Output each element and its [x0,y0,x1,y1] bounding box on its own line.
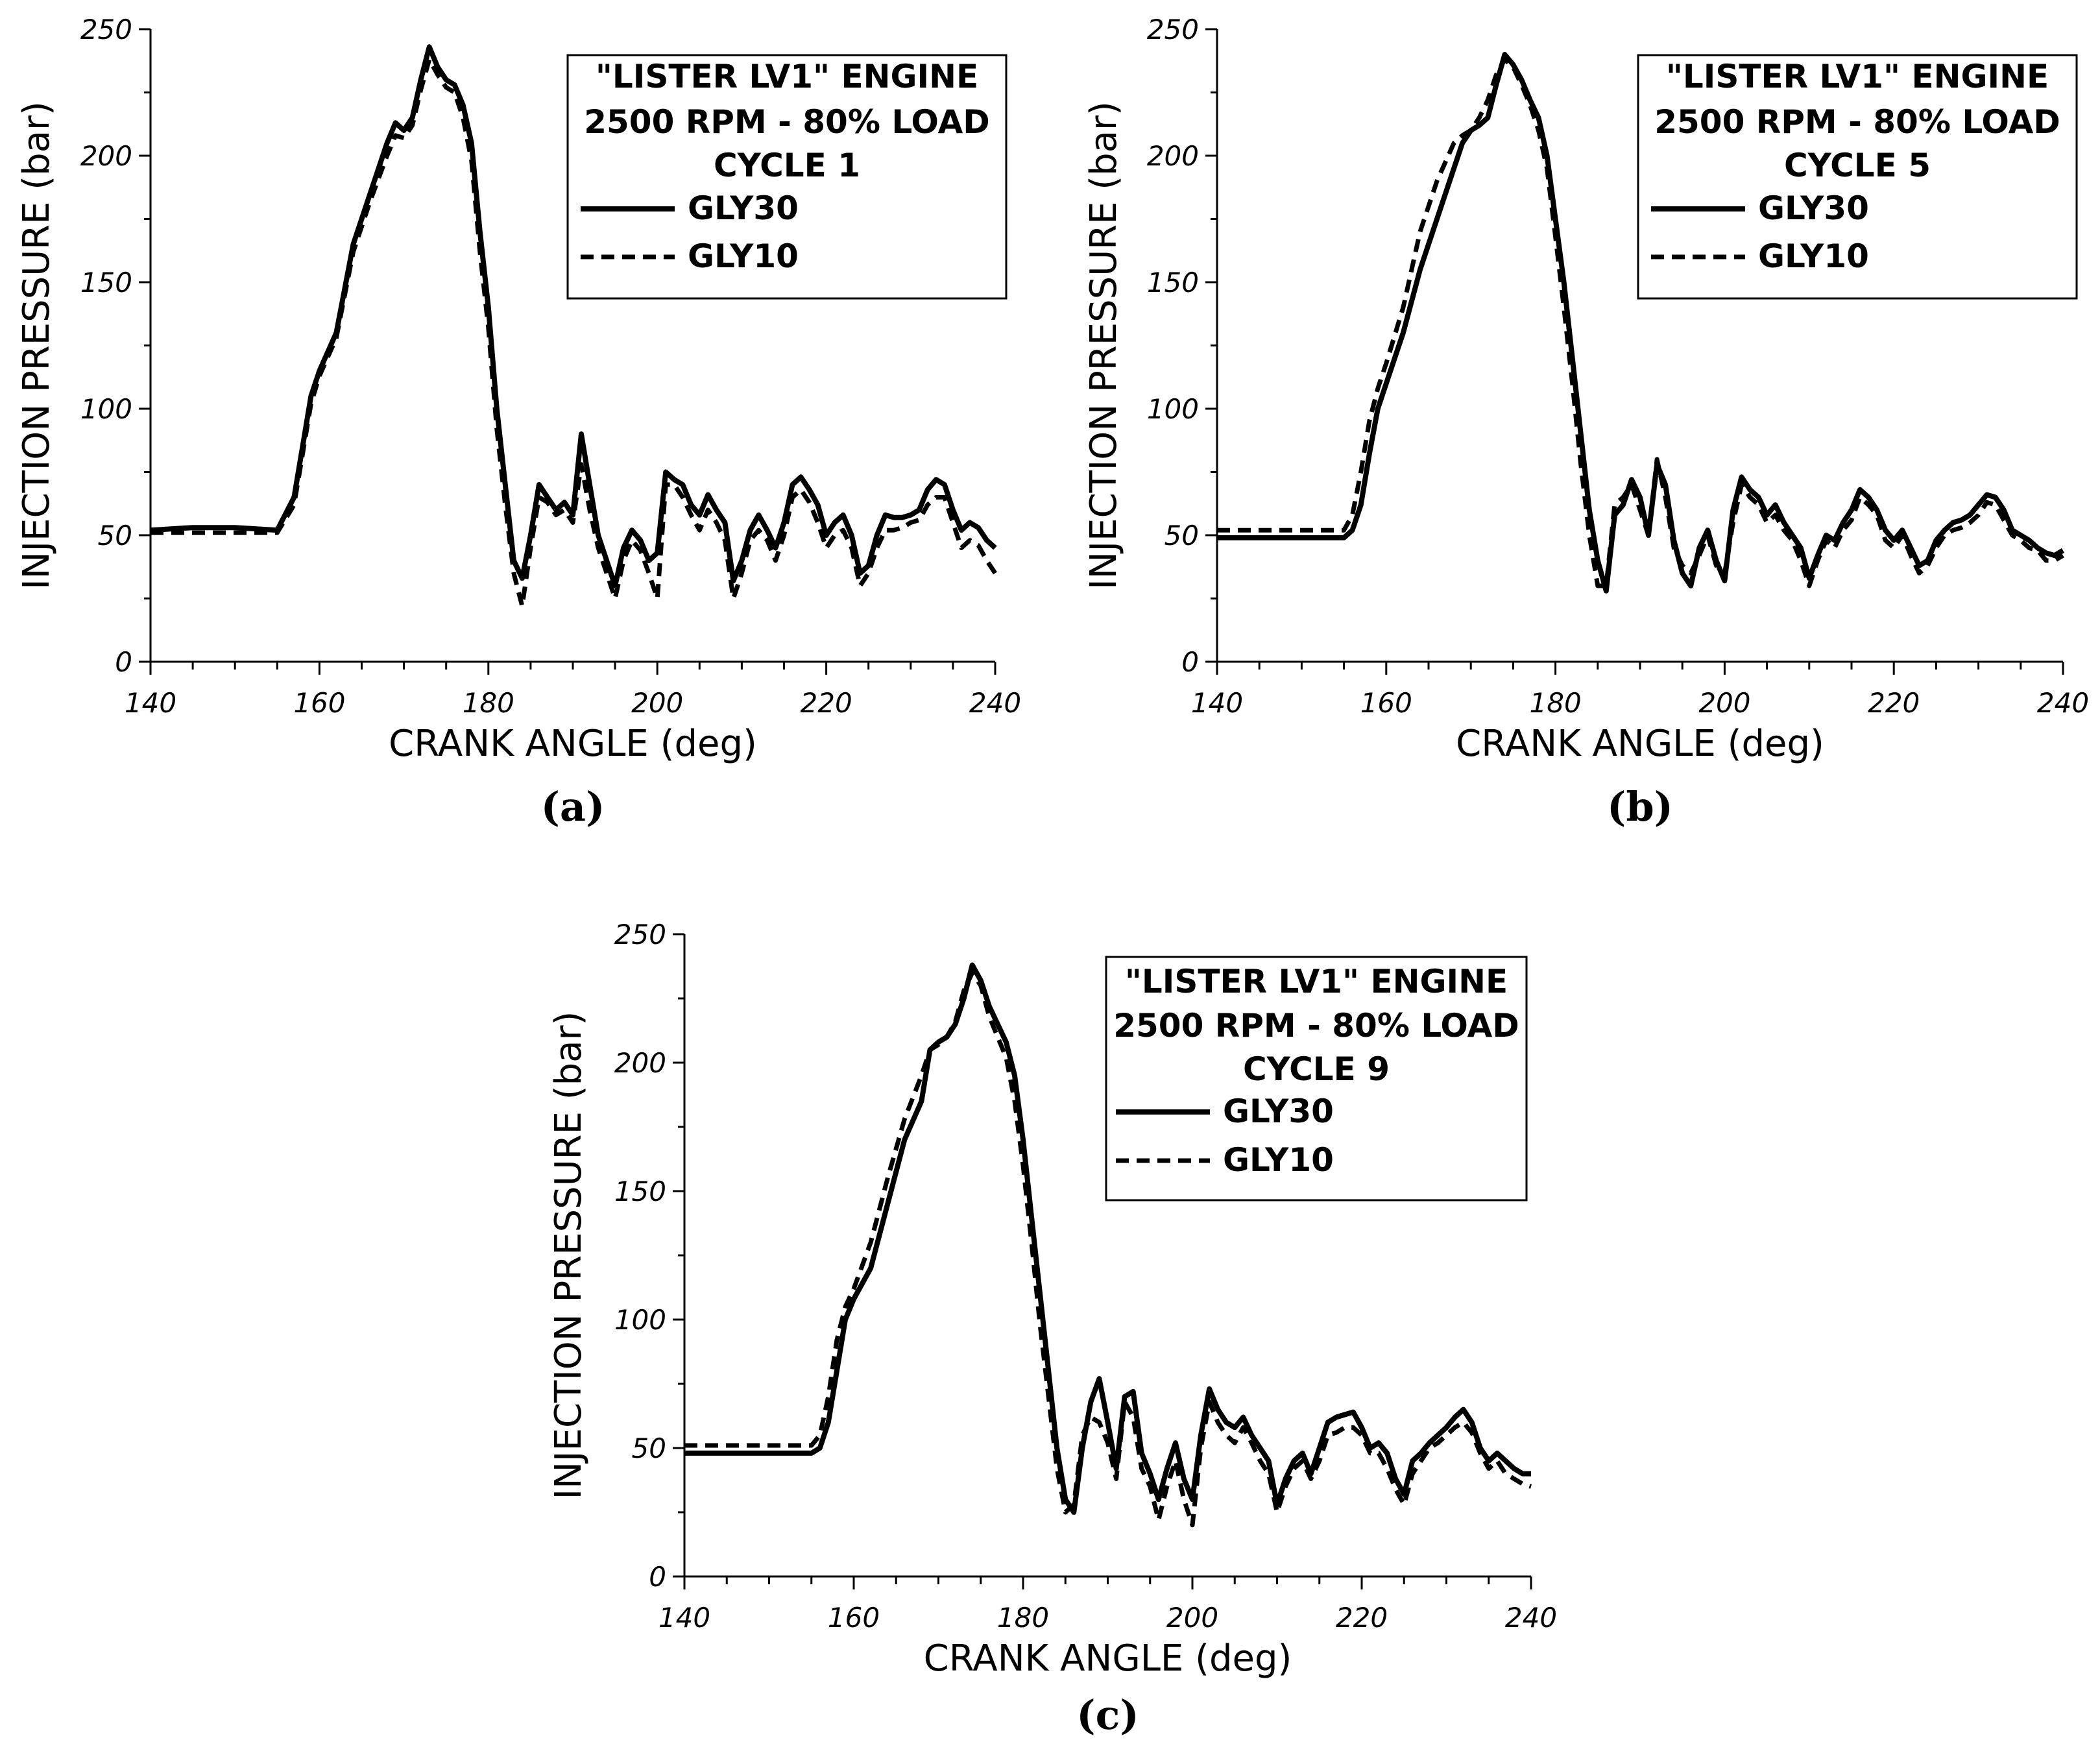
x-axis-title: CRANK ANGLE (deg) [924,1637,1292,1680]
y-tick-label: 150 [1147,267,1199,298]
y-tick-label: 50 [1165,520,1199,551]
y-tick-label: 250 [614,919,666,950]
x-tick-label: 200 [631,687,683,719]
y-tick-label: 200 [1147,140,1199,172]
legend-title-line: "LISTER LV1" ENGINE [1125,963,1508,1000]
y-tick-label: 0 [115,646,132,678]
legend-title-line: CYCLE 9 [1243,1050,1390,1088]
x-tick-label: 180 [997,1602,1049,1634]
legend-title-line: CYCLE 1 [714,147,860,184]
legend-box [1637,54,2078,300]
legend-box [566,54,1008,300]
series-line-gly10 [1217,57,2064,588]
panel-label: (b) [1607,783,1673,830]
legend-title-line: 2500 RPM - 80% LOAD [1654,103,2060,141]
y-tick-label: 250 [80,14,132,45]
y-tick-label: 250 [1147,14,1199,45]
x-tick-label: 160 [828,1602,880,1634]
legend-label-gly30: GLY30 [1758,189,1869,227]
legend: "LISTER LV1" ENGINE 2500 RPM - 80% LOAD CY… [1105,956,1528,1202]
legend-title-line: 2500 RPM - 80% LOAD [584,103,990,141]
legend-title-line: 2500 RPM - 80% LOAD [1113,1007,1519,1045]
legend-title-line: "LISTER LV1" ENGINE [1666,58,2049,95]
y-tick-label: 50 [98,520,132,551]
legend-label-gly30: GLY30 [688,189,799,227]
y-tick-label: 0 [649,1561,666,1593]
y-tick-label: 150 [614,1176,666,1207]
y-tick-label: 100 [80,393,132,425]
x-tick-label: 240 [1505,1602,1557,1634]
x-axis-title: CRANK ANGLE (deg) [1456,723,1824,765]
x-tick-label: 160 [293,687,345,719]
legend-label-gly10: GLY10 [1758,237,1869,275]
y-tick-label: 50 [632,1432,666,1464]
y-tick-label: 200 [614,1047,666,1079]
chart-panel-c: 0 50 100 150 200 250 140 160 180 200 220 240 CRANK A… [548,919,1557,1739]
x-tick-label: 140 [1191,687,1243,719]
y-tick-label: 100 [1147,393,1199,425]
series-line-gly30 [684,962,1531,1515]
legend: "LISTER LV1" ENGINE 2500 RPM - 80% LOAD CY… [1637,54,2078,300]
y-tick-label: 150 [80,267,132,298]
y-axis-title: INJECTION PRESSURE (bar) [1083,101,1125,590]
x-tick-label: 200 [1698,687,1750,719]
y-tick-label: 0 [1181,646,1199,678]
chart-panel-a: 0 50 100 150 200 250 140 160 180 200 220 240 CRANK A… [16,14,1021,830]
legend-label-gly10: GLY10 [688,237,799,275]
x-tick-label: 160 [1360,687,1412,719]
y-tick-label: 200 [80,140,132,172]
series-line-gly10 [151,57,997,609]
x-axis-title: CRANK ANGLE (deg) [389,723,757,765]
legend-title-line: "LISTER LV1" ENGINE [596,58,978,95]
x-tick-label: 220 [801,687,852,719]
panel-label: (a) [541,783,605,830]
y-tick-label: 100 [614,1304,666,1336]
y-axis-title: INJECTION PRESSURE (bar) [548,1011,590,1500]
panel-label: (c) [1076,1691,1139,1739]
x-tick-label: 140 [658,1602,710,1634]
x-tick-label: 220 [1868,687,1920,719]
legend-label-gly30: GLY30 [1223,1093,1334,1130]
chart-panel-b: 0 50 100 150 200 250 140 160 180 200 220 240 CRANK A… [1083,14,2089,830]
y-axis-title: INJECTION PRESSURE (bar) [16,101,58,590]
x-tick-label: 180 [463,687,514,719]
x-tick-label: 240 [2037,687,2089,719]
legend-label-gly10: GLY10 [1223,1141,1334,1179]
x-tick-label: 240 [969,687,1021,719]
series-line-gly10 [684,970,1532,1528]
x-tick-label: 180 [1530,687,1582,719]
legend-title-line: CYCLE 5 [1784,147,1931,184]
x-tick-label: 200 [1166,1602,1218,1634]
x-tick-label: 140 [125,687,176,719]
legend: "LISTER LV1" ENGINE 2500 RPM - 80% LOAD CY… [566,54,1008,300]
x-tick-label: 220 [1336,1602,1388,1634]
series-line-gly30 [150,44,997,588]
legend-box [1105,956,1528,1202]
